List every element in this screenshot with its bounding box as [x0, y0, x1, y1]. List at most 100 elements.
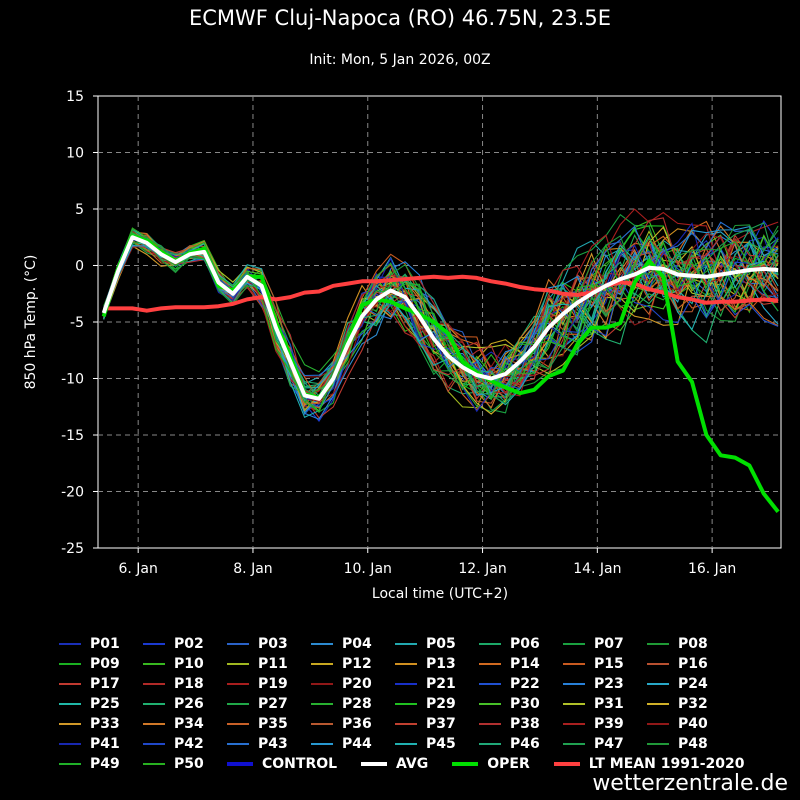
legend-label: P13	[426, 656, 456, 672]
legend-swatch	[479, 683, 501, 685]
legend-item-p43: P43	[223, 734, 307, 754]
legend-swatch	[479, 743, 501, 745]
legend-item-p33: P33	[55, 714, 139, 734]
legend-item-p50: P50	[139, 754, 223, 774]
legend-item-p04: P04	[307, 634, 391, 654]
legend-swatch	[59, 643, 81, 645]
legend-swatch	[143, 683, 165, 685]
legend-item-p34: P34	[139, 714, 223, 734]
legend-item-p06: P06	[475, 634, 559, 654]
legend-item-p29: P29	[391, 694, 475, 714]
legend-label: P25	[90, 696, 120, 712]
legend-label: P40	[678, 716, 708, 732]
legend-item-p48: P48	[643, 734, 727, 754]
y-axis-ticks: 15 10 5 0 -5 -10 -15 -20 -25	[61, 89, 98, 557]
legend-swatch	[479, 723, 501, 725]
legend-label: P03	[258, 636, 288, 652]
y-tick-label: -10	[61, 372, 84, 388]
legend-swatch	[361, 762, 388, 766]
legend-label: P45	[426, 736, 456, 752]
legend-label: P15	[594, 656, 624, 672]
legend-swatch	[647, 683, 669, 685]
chart-title: ECMWF Cluj-Napoca (RO) 46.75N, 23.5E	[188, 6, 612, 30]
legend-label: P46	[510, 736, 540, 752]
legend-item-p17: P17	[55, 674, 139, 694]
legend-label: P33	[90, 716, 120, 732]
legend-label: P24	[678, 676, 708, 692]
legend-label: P19	[258, 676, 288, 692]
legend-label: P18	[174, 676, 204, 692]
y-tick-label: 5	[75, 202, 84, 218]
legend-label: CONTROL	[262, 756, 338, 772]
legend-item-p37: P37	[391, 714, 475, 734]
legend-swatch	[143, 723, 165, 725]
legend-label: P20	[342, 676, 372, 692]
legend-row: P09 P10 P11 P12 P13 P14 P15 P16	[55, 654, 785, 674]
legend-item-p19: P19	[223, 674, 307, 694]
legend-label: LT MEAN 1991-2020	[588, 756, 745, 772]
legend-swatch	[227, 703, 249, 705]
legend-label: P38	[510, 716, 540, 732]
legend-item-p31: P31	[559, 694, 643, 714]
legend-label: P26	[174, 696, 204, 712]
legend-label: P27	[258, 696, 288, 712]
x-axis-ticks: 6. Jan 8. Jan 10. Jan 12. Jan 14. Jan 16. Jan	[118, 548, 736, 577]
legend-item-p11: P11	[223, 654, 307, 674]
legend-swatch	[479, 643, 501, 645]
legend-label: P47	[594, 736, 624, 752]
legend-label: P35	[258, 716, 288, 732]
legend-swatch	[647, 743, 669, 745]
legend-swatch	[563, 683, 585, 685]
legend-label: P17	[90, 676, 120, 692]
legend-swatch	[563, 703, 585, 705]
legend-item-p18: P18	[139, 674, 223, 694]
legend-label: P01	[90, 636, 120, 652]
legend-label: P12	[342, 656, 372, 672]
legend-swatch	[647, 663, 669, 665]
legend-item-oper: OPER	[448, 754, 530, 774]
legend-item-p39: P39	[559, 714, 643, 734]
legend-label: P48	[678, 736, 708, 752]
legend-item-p24: P24	[643, 674, 727, 694]
legend-item-p45: P45	[391, 734, 475, 754]
watermark: wetterzentrale.de	[592, 771, 788, 796]
legend-swatch	[647, 723, 669, 725]
legend-label: P50	[174, 756, 204, 772]
legend-item-p12: P12	[307, 654, 391, 674]
x-tick-label: 12. Jan	[458, 561, 506, 577]
legend-item-p20: P20	[307, 674, 391, 694]
legend-swatch	[143, 643, 165, 645]
legend-label: P09	[90, 656, 120, 672]
legend-item-p07: P07	[559, 634, 643, 654]
legend-item-p27: P27	[223, 694, 307, 714]
legend-row: P33 P34 P35 P36 P37 P38 P39 P40	[55, 714, 785, 734]
legend-swatch	[227, 663, 249, 665]
legend-swatch	[563, 723, 585, 725]
legend-swatch	[553, 762, 580, 766]
legend-swatch	[563, 663, 585, 665]
legend-label: P04	[342, 636, 372, 652]
legend-item-p41: P41	[55, 734, 139, 754]
legend-label: P16	[678, 656, 708, 672]
legend-item-p02: P02	[139, 634, 223, 654]
legend-swatch	[311, 663, 333, 665]
legend-item-p08: P08	[643, 634, 727, 654]
legend-item-p44: P44	[307, 734, 391, 754]
legend-label: P30	[510, 696, 540, 712]
legend-item-p30: P30	[475, 694, 559, 714]
legend-label: P08	[678, 636, 708, 652]
legend-swatch	[227, 723, 249, 725]
ensemble-line-p50	[103, 227, 779, 413]
legend-item-p32: P32	[643, 694, 727, 714]
legend-swatch	[647, 703, 669, 705]
legend-swatch	[452, 762, 479, 766]
ensemble-line-p41	[103, 222, 779, 413]
legend-item-p25: P25	[55, 694, 139, 714]
legend-swatch	[59, 703, 81, 705]
legend-swatch	[311, 643, 333, 645]
legend-item-p26: P26	[139, 694, 223, 714]
legend-item-p49: P49	[55, 754, 139, 774]
legend-swatch	[59, 683, 81, 685]
legend-swatch	[59, 723, 81, 725]
